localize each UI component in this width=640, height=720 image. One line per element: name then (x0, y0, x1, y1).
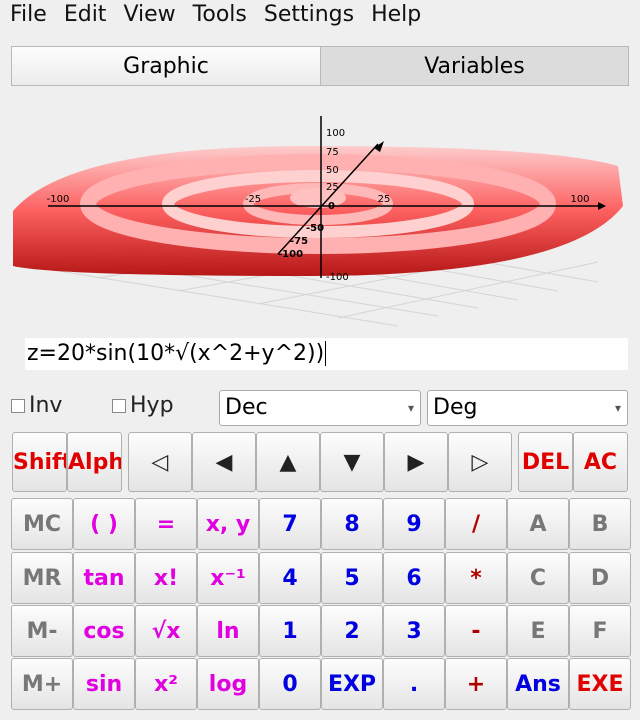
key-button[interactable]: x⁻¹ (197, 552, 259, 604)
key-button[interactable]: . (383, 658, 445, 710)
key-button[interactable]: ◁ (128, 432, 192, 492)
menu-item[interactable]: View (123, 2, 176, 27)
key-button[interactable]: x² (135, 658, 197, 710)
expression-text: z=20*sin(10*√(x^2+y^2)) (27, 341, 325, 366)
x-axis-label: 25 (378, 194, 391, 205)
dropdown[interactable]: Deg (427, 390, 628, 426)
x-axis-label: -100 (47, 194, 70, 205)
key-button[interactable]: B (569, 498, 631, 550)
dropdown[interactable]: Dec (219, 390, 421, 426)
graph-3d: -100 -25 25 100 100 75 50 25 0 -100 -50 … (13, 116, 623, 327)
caret: ​ (325, 341, 327, 366)
key-button[interactable]: log (197, 658, 259, 710)
checkbox[interactable]: Hyp (112, 393, 174, 418)
key-button[interactable]: 2 (321, 605, 383, 657)
key-button[interactable]: 5 (321, 552, 383, 604)
key-button[interactable]: 1 (259, 605, 321, 657)
key-button[interactable]: Shift (12, 432, 67, 492)
key-button[interactable]: E (507, 605, 569, 657)
key-button[interactable]: 7 (259, 498, 321, 550)
checkbox-label: Inv (29, 393, 63, 418)
key-button[interactable]: ▶ (384, 432, 448, 492)
menu-bar: File Edit View Tools Settings Help (0, 0, 640, 34)
key-button[interactable]: + (445, 658, 507, 710)
expression-input[interactable]: z=20*sin(10*√(x^2+y^2))​ (25, 338, 628, 370)
key-button[interactable]: * (445, 552, 507, 604)
key-button[interactable]: D (569, 552, 631, 604)
z-axis-label: 75 (326, 147, 339, 158)
key-button[interactable]: M- (11, 605, 73, 657)
key-button[interactable]: cos (73, 605, 135, 657)
menu-item[interactable]: Settings (263, 2, 355, 27)
z-axis-label: 100 (326, 128, 345, 139)
z-axis-label: 0 (328, 201, 335, 212)
key-button[interactable]: EXP (321, 658, 383, 710)
key-button[interactable]: MC (11, 498, 73, 550)
menu-item[interactable]: File (10, 2, 47, 27)
key-button[interactable]: ln (197, 605, 259, 657)
key-button[interactable]: x! (135, 552, 197, 604)
z-axis-label: 25 (326, 182, 339, 193)
key-button[interactable]: ▼ (320, 432, 384, 492)
y-axis-label: -75 (290, 236, 308, 247)
z-axis-label: -100 (326, 272, 349, 283)
key-button[interactable]: Alpha (67, 432, 122, 492)
checkbox[interactable]: Inv (11, 393, 62, 418)
axes (48, 116, 598, 278)
key-button[interactable]: √x (135, 605, 197, 657)
key-button[interactable]: DEL (518, 432, 573, 492)
key-button[interactable]: / (445, 498, 507, 550)
key-button[interactable]: EXE (569, 658, 631, 710)
y-axis-label: -50 (306, 223, 324, 234)
key-button[interactable]: 0 (259, 658, 321, 710)
key-button[interactable]: x, y (197, 498, 259, 550)
key-button[interactable]: 3 (383, 605, 445, 657)
key-button[interactable]: - (445, 605, 507, 657)
key-button[interactable]: ( ) (73, 498, 135, 550)
key-button[interactable]: 6 (383, 552, 445, 604)
key-button[interactable]: ◀ (192, 432, 256, 492)
x-axis-label: -25 (245, 194, 261, 205)
key-button[interactable]: MR (11, 552, 73, 604)
tab[interactable]: Variables (320, 46, 629, 86)
key-button[interactable]: ▷ (448, 432, 512, 492)
surface-peak (290, 188, 346, 208)
key-button[interactable]: sin (73, 658, 135, 710)
key-button[interactable]: C (507, 552, 569, 604)
key-button[interactable]: 8 (321, 498, 383, 550)
checkbox-label: Hyp (130, 393, 174, 418)
key-button[interactable]: = (135, 498, 197, 550)
key-button[interactable]: tan (73, 552, 135, 604)
key-button[interactable]: ▲ (256, 432, 320, 492)
key-button[interactable]: A (507, 498, 569, 550)
surface-ring (162, 170, 474, 238)
x-axis-label: 100 (570, 194, 589, 205)
menu-item[interactable]: Tools (192, 2, 247, 27)
key-button[interactable]: F (569, 605, 631, 657)
key-button[interactable]: AC (573, 432, 628, 492)
z-axis-label: 50 (326, 165, 339, 176)
surface-ring (80, 154, 556, 254)
menu-item[interactable]: Help (371, 2, 422, 27)
key-button[interactable]: M+ (11, 658, 73, 710)
key-button[interactable]: Ans (507, 658, 569, 710)
tab-active[interactable]: Graphic (11, 46, 321, 86)
key-button[interactable]: 4 (259, 552, 321, 604)
key-button[interactable]: 9 (383, 498, 445, 550)
menu-item[interactable]: Edit (63, 2, 107, 27)
y-axis-label: -100 (278, 249, 303, 260)
